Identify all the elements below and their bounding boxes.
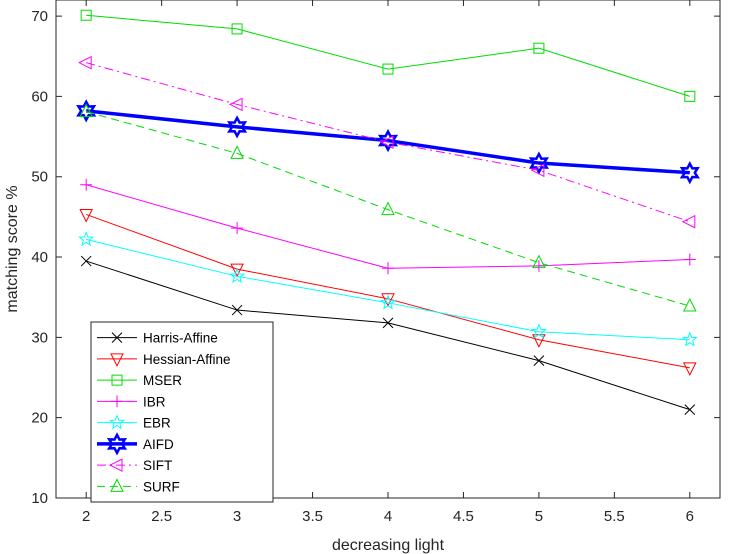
legend-label-ebr: EBR [143, 416, 171, 431]
legend-entry-surf: SURF [97, 478, 180, 494]
legend-label-aifd: AIFD [143, 437, 174, 452]
point-ebr-5 [681, 331, 698, 347]
legend-entry-sift: SIFT [97, 458, 172, 473]
point-harris-affine-5 [684, 404, 696, 415]
ticks-layer: 2 2.5 3 3.5 4 4.5 5 5.5 6 10 20 30 40 50 60 70 [31, 0, 720, 525]
point-ibr-2 [231, 222, 244, 235]
series-mser [80, 9, 696, 102]
point-sift-4 [530, 163, 545, 178]
point-hessian-affine-3 [381, 293, 395, 307]
legend-entry-hessian-affine: Hessian-Affine [97, 352, 231, 367]
legend-label-harris-affine: Harris-Affine [143, 331, 218, 346]
legend: Harris-Affine Hessian-Affine MSER IBR EBR AIF… [90, 321, 274, 503]
point-aifd-4 [528, 151, 549, 175]
series-ebr [78, 230, 698, 347]
series-surf [79, 103, 697, 312]
point-ebr-4 [530, 323, 547, 339]
series-layer [76, 9, 700, 415]
point-ebr-2 [229, 267, 246, 284]
legend-label-mser: MSER [143, 373, 182, 388]
legend-label-surf: SURF [143, 479, 180, 494]
point-ibr-1 [80, 178, 93, 191]
legend-marker-aifd [106, 432, 128, 456]
x-tick-label: 5.5 [604, 508, 625, 525]
x-axis-title: decreasing light [332, 537, 445, 554]
x-tick-label: 2.5 [151, 508, 172, 525]
point-surf-1 [79, 103, 93, 118]
point-ibr-5 [683, 253, 696, 266]
y-tick-label: 10 [31, 490, 48, 507]
point-harris-affine-1 [80, 255, 92, 267]
point-hessian-affine-1 [79, 208, 93, 223]
point-sift-3 [379, 135, 394, 149]
legend-entry-ibr: IBR [97, 394, 166, 409]
series-line-surf [86, 111, 690, 307]
x-tick-label: 6 [686, 508, 694, 525]
point-harris-affine-4 [533, 355, 545, 367]
point-surf-3 [381, 201, 395, 216]
legend-label-hessian-affine: Hessian-Affine [143, 352, 231, 367]
point-aifd-1 [76, 99, 97, 123]
point-aifd-3 [377, 128, 399, 153]
legend-marker-hessian-affine [110, 353, 124, 367]
point-surf-5 [683, 297, 697, 312]
point-aifd-5 [679, 161, 700, 185]
series-harris-affine [80, 255, 696, 415]
x-tick-label: 4 [384, 508, 392, 525]
point-mser-5 [684, 90, 696, 102]
series-line-sift [86, 62, 690, 223]
series-sift [78, 55, 696, 229]
legend-marker-ibr [111, 395, 123, 408]
point-surf-2 [230, 145, 244, 159]
x-tick-label: 4.5 [453, 508, 474, 525]
point-ebr-1 [78, 230, 95, 247]
point-aifd-2 [227, 115, 248, 139]
legend-marker-ebr [109, 414, 125, 430]
y-tick-label: 70 [31, 8, 48, 25]
x-tick-label: 3 [233, 508, 241, 525]
y-tick-label: 50 [31, 169, 48, 186]
legend-label-ibr: IBR [143, 394, 166, 409]
legend-entry-mser: MSER [97, 373, 182, 388]
legend-entry-aifd: AIFD [97, 432, 174, 456]
x-tick-label: 2 [82, 508, 90, 525]
series-line-hessian-affine [86, 213, 690, 369]
x-tick-label: 3.5 [302, 508, 323, 525]
y-tick-label: 40 [31, 249, 48, 266]
point-hessian-affine-5 [683, 362, 697, 376]
legend-marker-mser [111, 374, 123, 386]
point-mser-4 [533, 42, 545, 54]
legend-marker-sift [108, 458, 123, 472]
point-mser-1 [80, 9, 92, 21]
point-sift-2 [228, 97, 243, 112]
point-harris-affine-2 [231, 304, 243, 316]
legend-entry-harris-affine: Harris-Affine [97, 331, 218, 346]
y-tick-label: 30 [31, 329, 48, 346]
point-surf-4 [532, 254, 546, 269]
series-ibr [80, 178, 696, 275]
legend-box [90, 321, 274, 503]
point-mser-2 [231, 23, 243, 35]
x-tick-label: 5 [535, 508, 543, 525]
point-harris-affine-3 [382, 317, 394, 329]
point-ibr-4 [532, 259, 545, 272]
legend-marker-harris-affine [111, 332, 123, 343]
legend-marker-surf [110, 478, 124, 492]
point-ebr-3 [380, 294, 396, 310]
y-axis-title: matching score % [4, 185, 21, 312]
series-line-aifd [85, 109, 690, 175]
series-aifd [76, 99, 700, 185]
point-hessian-affine-2 [230, 263, 244, 278]
point-sift-1 [78, 55, 92, 70]
point-ibr-3 [382, 262, 394, 275]
legend-label-sift: SIFT [143, 458, 172, 473]
point-mser-3 [382, 63, 394, 75]
legend-entry-ebr: EBR [97, 414, 171, 431]
y-tick-label: 20 [31, 410, 48, 427]
y-tick-label: 60 [31, 88, 48, 105]
point-sift-5 [681, 214, 696, 229]
series-line-ebr [86, 238, 690, 341]
series-line-mser [86, 14, 690, 97]
